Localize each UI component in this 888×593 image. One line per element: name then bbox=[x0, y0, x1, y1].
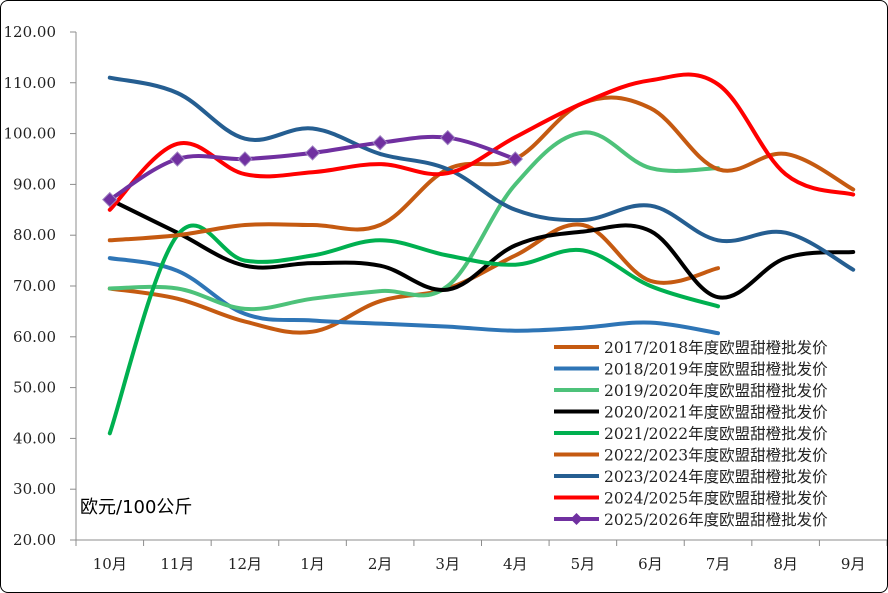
data-point-marker bbox=[102, 191, 118, 208]
series-1 bbox=[107, 256, 720, 336]
y-tick-label: 20.00 bbox=[13, 531, 56, 549]
series-8 bbox=[102, 129, 523, 208]
legend-item: 2017/2018年度欧盟甜橙批发价 bbox=[554, 339, 828, 357]
y-tick-label: 110.00 bbox=[4, 74, 57, 92]
legend-item: 2023/2024年度欧盟甜橙批发价 bbox=[554, 468, 828, 486]
y-tick-label: 30.00 bbox=[13, 480, 56, 498]
series-layer bbox=[102, 72, 856, 436]
legend-label: 2022/2023年度欧盟甜橙批发价 bbox=[604, 447, 828, 465]
legend-label: 2021/2022年度欧盟甜橙批发价 bbox=[604, 425, 828, 443]
series-line bbox=[107, 197, 856, 300]
y-tick-label: 80.00 bbox=[13, 226, 56, 244]
series-7 bbox=[107, 72, 856, 212]
x-tick-label: 7月 bbox=[706, 555, 731, 573]
legend-label: 2020/2021年度欧盟甜橙批发价 bbox=[604, 404, 828, 422]
legend-item: 2018/2019年度欧盟甜橙批发价 bbox=[554, 361, 828, 379]
y-tick-label: 120.00 bbox=[4, 23, 57, 41]
y-tick-label: 40.00 bbox=[13, 429, 56, 447]
series-line bbox=[107, 223, 720, 436]
series-5 bbox=[107, 95, 856, 243]
x-tick-label: 3月 bbox=[435, 555, 460, 573]
series-line bbox=[107, 75, 856, 272]
legend-label: 2017/2018年度欧盟甜橙批发价 bbox=[604, 339, 828, 357]
x-tick-label: 10月 bbox=[93, 555, 127, 573]
legend-item: 2022/2023年度欧盟甜橙批发价 bbox=[554, 447, 828, 465]
data-point-marker bbox=[372, 135, 388, 151]
legend: 2017/2018年度欧盟甜橙批发价 2018/2019年度欧盟甜橙批发价 2019… bbox=[554, 339, 828, 529]
data-point-marker bbox=[237, 151, 253, 167]
legend-item: 2019/2020年度欧盟甜橙批发价 bbox=[554, 382, 828, 400]
data-point-marker bbox=[304, 145, 321, 161]
legend-label: 2025/2026年度欧盟甜橙批发价 bbox=[604, 511, 828, 529]
series-line bbox=[107, 95, 856, 243]
data-point-marker bbox=[169, 151, 186, 167]
series-3 bbox=[107, 197, 856, 300]
x-tick-label: 8月 bbox=[773, 555, 798, 573]
x-tick-label: 12月 bbox=[228, 555, 262, 573]
x-tick-label: 4月 bbox=[503, 555, 528, 573]
axes: 20.00 30.00 40.00 50.00 60.00 70.00 80.00 90.00… bbox=[4, 23, 887, 573]
x-tick-label: 2月 bbox=[368, 555, 393, 573]
series-line bbox=[107, 256, 720, 336]
y-tick-label: 50.00 bbox=[13, 379, 56, 397]
legend-item: 2024/2025年度欧盟甜橙批发价 bbox=[554, 490, 828, 508]
legend-label: 2024/2025年度欧盟甜橙批发价 bbox=[604, 490, 828, 508]
x-tick-label: 1月 bbox=[300, 555, 325, 573]
x-tick-label: 11月 bbox=[160, 555, 194, 573]
legend-item: 2025/2026年度欧盟甜橙批发价 bbox=[554, 511, 828, 529]
y-tick-label: 70.00 bbox=[13, 277, 56, 295]
legend-label: 2019/2020年度欧盟甜橙批发价 bbox=[604, 382, 828, 400]
series-4 bbox=[107, 223, 720, 436]
data-point-marker bbox=[507, 151, 523, 167]
y-tick-label: 90.00 bbox=[13, 175, 56, 193]
y-tick-label: 100.00 bbox=[4, 125, 57, 143]
series-line bbox=[107, 130, 720, 312]
y-tick-label: 60.00 bbox=[13, 328, 56, 346]
series-2 bbox=[107, 130, 720, 312]
legend-item: 2020/2021年度欧盟甜橙批发价 bbox=[554, 404, 828, 422]
unit-label: 欧元/100公斤 bbox=[80, 497, 192, 518]
legend-marker bbox=[570, 513, 583, 525]
x-tick-label: 9月 bbox=[841, 555, 866, 573]
x-tick-label: 6月 bbox=[638, 555, 663, 573]
x-tick-label: 5月 bbox=[571, 555, 596, 573]
data-point-marker bbox=[440, 129, 456, 146]
legend-item: 2021/2022年度欧盟甜橙批发价 bbox=[554, 425, 828, 443]
legend-label: 2023/2024年度欧盟甜橙批发价 bbox=[604, 468, 828, 486]
legend-label: 2018/2019年度欧盟甜橙批发价 bbox=[604, 361, 828, 379]
series-line bbox=[107, 72, 856, 212]
series-6 bbox=[107, 75, 856, 272]
